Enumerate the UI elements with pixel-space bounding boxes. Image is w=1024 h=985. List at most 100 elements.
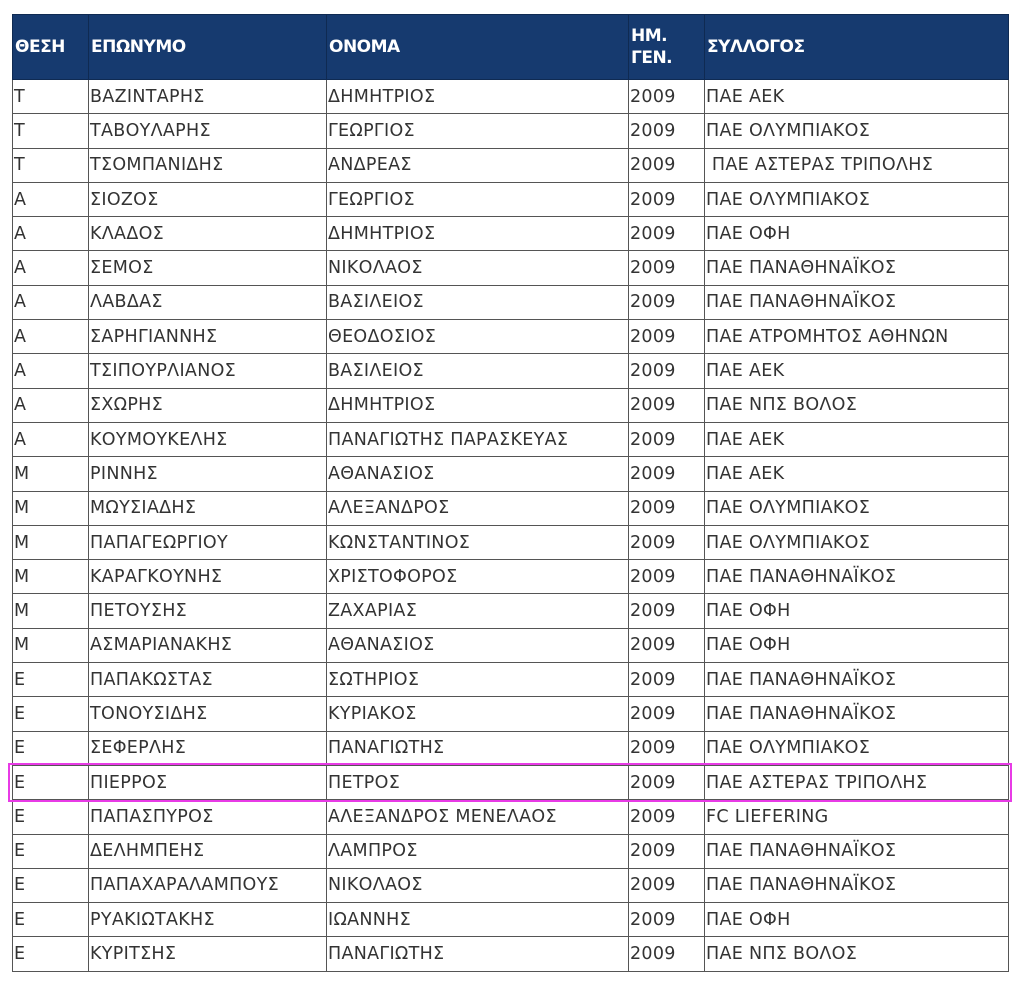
cell-name: ΣΩΤΗΡΙΟΣ <box>326 662 629 698</box>
cell-surname: ΤΣΙΠΟΥΡΛΙΑΝΟΣ <box>88 353 327 389</box>
cell-birth-year: 2009 <box>628 353 705 389</box>
cell-club: ΠΑΕ ΟΛΥΜΠΙΑΚΟΣ <box>704 490 1009 526</box>
cell-club: ΠΑΕ ΟΦΗ <box>704 902 1009 938</box>
cell-surname: ΑΣΜΑΡΙΑΝΑΚΗΣ <box>88 627 327 664</box>
cell-position: Α <box>12 421 89 458</box>
table-row: Τ ΤΑΒΟΥΛΑΡΗΣ ΓΕΩΡΓΙΟΣ 2009 ΠΑΕ ΟΛΥΜΠΙΑΚΟΣ <box>12 113 1009 149</box>
cell-surname: ΡΥΑΚΙΩΤΑΚΗΣ <box>88 902 327 938</box>
cell-surname: ΠΑΠΑΧΑΡΑΛΑΜΠΟΥΣ <box>88 867 327 904</box>
cell-surname: ΤΟΝΟΥΣΙΔΗΣ <box>88 696 327 732</box>
cell-name: ΔΗΜΗΤΡΙΟΣ <box>326 387 629 423</box>
header-row: ΘΕΣΗ ΕΠΩΝΥΜΟ ΟΝΟΜΑ ΗΜ. ΓΕΝ. ΣΥΛΛΟΓΟΣ <box>12 14 1009 80</box>
cell-surname: ΤΣΟΜΠΑΝΙΔΗΣ <box>88 147 327 183</box>
cell-name: ΚΩΝΣΤΑΝΤΙΝΟΣ <box>326 524 629 561</box>
table-row: Μ ΠΕΤΟΥΣΗΣ ΖΑΧΑΡΙΑΣ 2009 ΠΑΕ ΟΦΗ <box>12 593 1009 629</box>
cell-name: ΒΑΣΙΛΕΙΟΣ <box>326 353 629 389</box>
cell-name: ΑΘΑΝΑΣΙΟΣ <box>326 456 629 492</box>
cell-name: ΚΥΡΙΑΚΟΣ <box>326 696 629 732</box>
cell-birth-year: 2009 <box>628 936 705 972</box>
table-row: Α ΣΧΩΡΗΣ ΔΗΜΗΤΡΙΟΣ 2009 ΠΑΕ ΝΠΣ ΒΟΛΟΣ <box>12 387 1009 423</box>
table-row: Α ΚΟΥΜΟΥΚΕΛΗΣ ΠΑΝΑΓΙΩΤΗΣ ΠΑΡΑΣΚΕΥΑΣ 2009 ΠΑΕ… <box>12 421 1009 458</box>
cell-name: ΔΗΜΗΤΡΙΟΣ <box>326 216 629 252</box>
cell-position: Α <box>12 284 89 321</box>
cell-club: ΠΑΕ ΠΑΝΑΘΗΝΑΪΚΟΣ <box>704 833 1009 869</box>
cell-club: ΠΑΕ ΟΛΥΜΠΙΑΚΟΣ <box>704 181 1009 218</box>
cell-birth-year: 2009 <box>628 764 705 801</box>
cell-name: ΛΑΜΠΡΟΣ <box>326 833 629 869</box>
cell-name: ΝΙΚΟΛΑΟΣ <box>326 867 629 904</box>
cell-surname: ΡΙΝΝΗΣ <box>88 456 327 492</box>
cell-position: Ε <box>12 696 89 732</box>
cell-club: ΠΑΕ ΟΦΗ <box>704 216 1009 252</box>
cell-position: Α <box>12 181 89 218</box>
cell-surname: ΚΛΑΔΟΣ <box>88 216 327 252</box>
cell-birth-year: 2009 <box>628 490 705 526</box>
cell-club: ΠΑΕ ΠΑΝΑΘΗΝΑΪΚΟΣ <box>704 284 1009 321</box>
table-row: Ε ΚΥΡΙΤΣΗΣ ΠΑΝΑΓΙΩΤΗΣ 2009 ΠΑΕ ΝΠΣ ΒΟΛΟΣ <box>12 936 1009 972</box>
cell-birth-year: 2009 <box>628 319 705 355</box>
cell-surname: ΣΑΡΗΓΙΑΝΝΗΣ <box>88 319 327 355</box>
cell-birth-year: 2009 <box>628 216 705 252</box>
cell-surname: ΚΑΡΑΓΚΟΥΝΗΣ <box>88 559 327 595</box>
cell-name: ΑΛΕΞΑΝΔΡΟΣ ΜΕΝΕΛΑΟΣ <box>326 799 629 835</box>
cell-name: ΠΑΝΑΓΙΩΤΗΣ ΠΑΡΑΣΚΕΥΑΣ <box>326 421 629 458</box>
cell-club: FC LIEFERING <box>704 799 1009 835</box>
table-row: Μ ΜΩΥΣΙΑΔΗΣ ΑΛΕΞΑΝΔΡΟΣ 2009 ΠΑΕ ΟΛΥΜΠΙΑΚΟΣ <box>12 490 1009 526</box>
cell-name: ΠΑΝΑΓΙΩΤΗΣ <box>326 936 629 972</box>
cell-club: ΠΑΕ ΑΕΚ <box>704 78 1009 115</box>
cell-name: ΑΘΑΝΑΣΙΟΣ <box>326 627 629 664</box>
cell-position: Α <box>12 387 89 423</box>
cell-position: Α <box>12 216 89 252</box>
cell-name: ΔΗΜΗΤΡΙΟΣ <box>326 78 629 115</box>
table-row: Α ΣΑΡΗΓΙΑΝΝΗΣ ΘΕΟΔΟΣΙΟΣ 2009 ΠΑΕ ΑΤΡΟΜΗΤΟΣ Α… <box>12 319 1009 355</box>
cell-club: ΠΑΕ ΟΦΗ <box>704 593 1009 629</box>
cell-surname: ΣΕΜΟΣ <box>88 250 327 286</box>
cell-birth-year: 2009 <box>628 799 705 835</box>
cell-name: ΒΑΣΙΛΕΙΟΣ <box>326 284 629 321</box>
cell-birth-year: 2009 <box>628 627 705 664</box>
cell-surname: ΚΥΡΙΤΣΗΣ <box>88 936 327 972</box>
cell-club: ΠΑΕ ΑΕΚ <box>704 421 1009 458</box>
cell-club: ΠΑΕ ΠΑΝΑΘΗΝΑΪΚΟΣ <box>704 250 1009 286</box>
cell-birth-year: 2009 <box>628 387 705 423</box>
cell-position: Ε <box>12 902 89 938</box>
cell-birth-year: 2009 <box>628 593 705 629</box>
cell-name: ΑΝΔΡΕΑΣ <box>326 147 629 183</box>
cell-surname: ΜΩΥΣΙΑΔΗΣ <box>88 490 327 526</box>
header-name: ΟΝΟΜΑ <box>326 14 629 80</box>
cell-club: ΠΑΕ ΠΑΝΑΘΗΝΑΪΚΟΣ <box>704 867 1009 904</box>
cell-club: ΠΑΕ ΠΑΝΑΘΗΝΑΪΚΟΣ <box>704 559 1009 595</box>
cell-birth-year: 2009 <box>628 833 705 869</box>
cell-name: ΙΩΑΝΝΗΣ <box>326 902 629 938</box>
cell-birth-year: 2009 <box>628 421 705 458</box>
cell-surname: ΣΧΩΡΗΣ <box>88 387 327 423</box>
cell-position: Ε <box>12 662 89 698</box>
cell-club: ΠΑΕ ΑΤΡΟΜΗΤΟΣ ΑΘΗΝΩΝ <box>704 319 1009 355</box>
cell-position: Μ <box>12 456 89 492</box>
cell-birth-year: 2009 <box>628 250 705 286</box>
table-row: Μ ΠΑΠΑΓΕΩΡΓΙΟΥ ΚΩΝΣΤΑΝΤΙΝΟΣ 2009 ΠΑΕ ΟΛΥΜΠΙΑ… <box>12 524 1009 561</box>
cell-club: ΠΑΕ ΝΠΣ ΒΟΛΟΣ <box>704 936 1009 972</box>
cell-surname: ΒΑΖΙΝΤΑΡΗΣ <box>88 78 327 115</box>
table-row: Τ ΒΑΖΙΝΤΑΡΗΣ ΔΗΜΗΤΡΙΟΣ 2009 ΠΑΕ ΑΕΚ <box>12 78 1009 115</box>
cell-position: Ε <box>12 867 89 904</box>
cell-position: Τ <box>12 147 89 183</box>
cell-position: Ε <box>12 833 89 869</box>
cell-name: ΧΡΙΣΤΟΦΟΡΟΣ <box>326 559 629 595</box>
table-row: Α ΣΕΜΟΣ ΝΙΚΟΛΑΟΣ 2009 ΠΑΕ ΠΑΝΑΘΗΝΑΪΚΟΣ <box>12 250 1009 286</box>
cell-surname: ΠΑΠΑΓΕΩΡΓΙΟΥ <box>88 524 327 561</box>
cell-name: ΓΕΩΡΓΙΟΣ <box>326 113 629 149</box>
cell-birth-year: 2009 <box>628 696 705 732</box>
table-row: Ε ΠΑΠΑΣΠΥΡΟΣ ΑΛΕΞΑΝΔΡΟΣ ΜΕΝΕΛΑΟΣ 2009 FC LIE… <box>12 799 1009 835</box>
cell-surname: ΔΕΛΗΜΠΕΗΣ <box>88 833 327 869</box>
cell-club: ΠΑΕ ΠΑΝΑΘΗΝΑΪΚΟΣ <box>704 662 1009 698</box>
cell-position: Ε <box>12 799 89 835</box>
cell-position: Μ <box>12 524 89 561</box>
cell-position: Ε <box>12 764 89 801</box>
table-row: Ε ΡΥΑΚΙΩΤΑΚΗΣ ΙΩΑΝΝΗΣ 2009 ΠΑΕ ΟΦΗ <box>12 902 1009 938</box>
cell-name: ΖΑΧΑΡΙΑΣ <box>326 593 629 629</box>
table-row: Α ΤΣΙΠΟΥΡΛΙΑΝΟΣ ΒΑΣΙΛΕΙΟΣ 2009 ΠΑΕ ΑΕΚ <box>12 353 1009 389</box>
cell-birth-year: 2009 <box>628 730 705 766</box>
table-row: Μ ΚΑΡΑΓΚΟΥΝΗΣ ΧΡΙΣΤΟΦΟΡΟΣ 2009 ΠΑΕ ΠΑΝΑΘΗΝΑΪ… <box>12 559 1009 595</box>
table-row: Μ ΡΙΝΝΗΣ ΑΘΑΝΑΣΙΟΣ 2009 ΠΑΕ ΑΕΚ <box>12 456 1009 492</box>
